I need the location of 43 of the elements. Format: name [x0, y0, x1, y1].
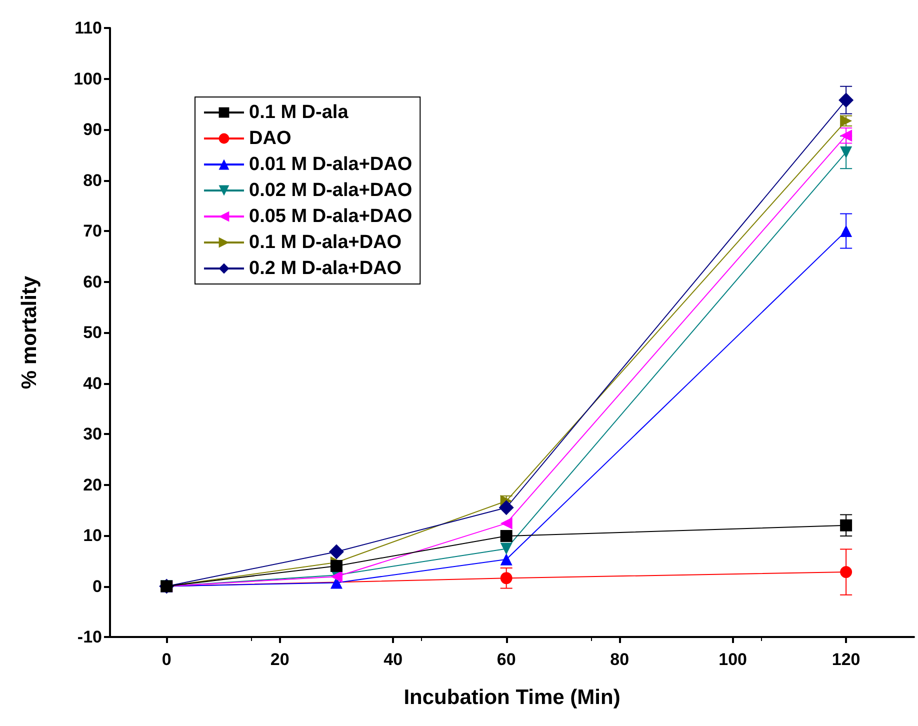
- point: [838, 92, 854, 108]
- point: [840, 225, 852, 237]
- legend-label: 0.1 M D-ala+DAO: [249, 232, 402, 253]
- point: [500, 517, 512, 530]
- legend-label: 0.2 M D-ala+DAO: [249, 258, 402, 279]
- point: [330, 560, 342, 572]
- point: [500, 553, 512, 566]
- y-tick-label: 110: [74, 18, 102, 38]
- point: [500, 542, 512, 555]
- x-tick-label: 0: [162, 650, 172, 669]
- y-axis-title: % mortality: [18, 276, 41, 390]
- legend-label: 0.1 M D-ala: [249, 102, 349, 123]
- point: [500, 572, 512, 584]
- legend-label: DAO: [249, 128, 292, 149]
- x-tick-label: 120: [832, 650, 860, 669]
- x-axis-title: Incubation Time (Min): [404, 686, 620, 709]
- y-tick-label: 70: [83, 222, 102, 240]
- y-tick-label: 0: [92, 576, 102, 596]
- point: [840, 519, 852, 532]
- x-tick-label: 80: [610, 650, 630, 669]
- point: [840, 566, 852, 578]
- legend-label: 0.05 M D-ala+DAO: [249, 206, 412, 227]
- x-tick-label: 60: [496, 650, 516, 669]
- point: [328, 544, 344, 560]
- legend-label: 0.01 M D-ala+DAO: [249, 154, 412, 175]
- x-tick-label: 100: [718, 650, 748, 669]
- y-tick-label: 20: [83, 475, 102, 494]
- point: [500, 530, 512, 542]
- x-tick-label: 40: [384, 650, 403, 669]
- point: [840, 146, 852, 158]
- y-tick-label: -10: [77, 628, 102, 646]
- legend-label: 0.02 M D-ala+DAO: [249, 180, 412, 201]
- y-tick-label: 10: [83, 526, 102, 545]
- y-tick-label: 100: [74, 69, 102, 88]
- x-tick-label: 20: [270, 650, 290, 669]
- y-tick-label: 50: [83, 323, 102, 342]
- point: [840, 130, 852, 142]
- y-tick-label: 30: [83, 424, 102, 444]
- point: [498, 500, 514, 516]
- y-tick-label: 40: [83, 374, 102, 393]
- y-tick-label: 90: [83, 120, 102, 139]
- y-tick-label: 80: [83, 170, 102, 190]
- y-tick-label: 60: [83, 272, 102, 292]
